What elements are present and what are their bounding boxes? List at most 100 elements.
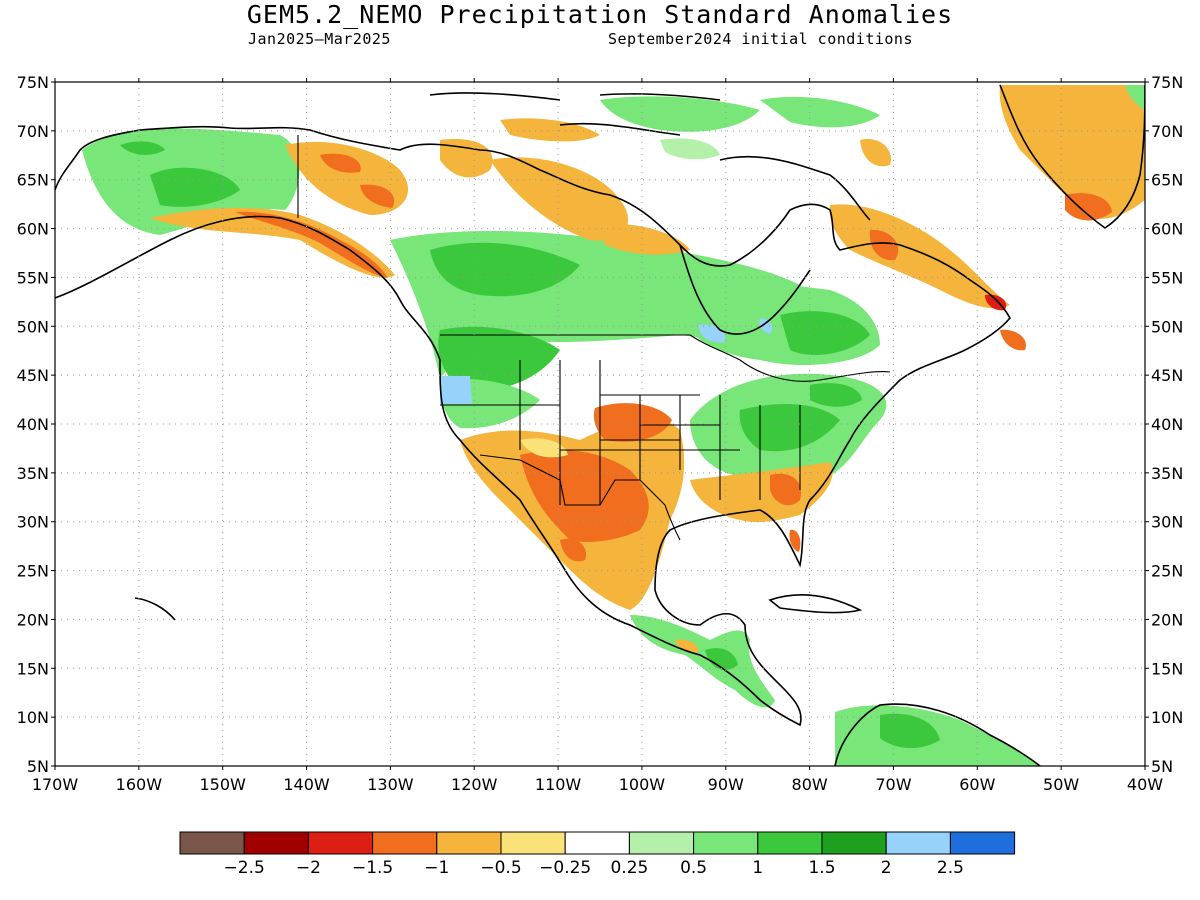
lon-label: 80W: [792, 775, 828, 794]
colorbar-swatch: [436, 831, 502, 855]
anomaly-patch: [1065, 193, 1112, 221]
cuba: [768, 594, 863, 614]
anomaly-patch: [880, 713, 940, 749]
lat-label-right: 45N: [1151, 366, 1183, 385]
anomaly-patch: [660, 138, 720, 160]
initial-conditions: September2024 initial conditions: [608, 30, 913, 48]
greenland-coastline: [999, 84, 1145, 229]
colorbar-swatch: [372, 831, 438, 855]
lat-label-left: 25N: [17, 562, 49, 581]
lon-label: 40W: [1127, 775, 1163, 794]
lat-label-right: 65N: [1151, 171, 1183, 190]
colorbar-label: −0.5: [480, 858, 521, 878]
lat-label-left: 55N: [17, 268, 49, 287]
north-america-coastline: [55, 125, 1011, 727]
lon-label: 130W: [367, 775, 414, 794]
anomaly-patch: [150, 207, 395, 278]
lat-label-right: 20N: [1151, 610, 1183, 629]
lat-label-right: 50N: [1151, 317, 1183, 336]
forecast-period: Jan2025–Mar2025: [248, 30, 391, 48]
anomaly-patch: [120, 141, 165, 155]
anomaly-patch: [490, 157, 629, 241]
colorbar-swatch: [628, 831, 695, 855]
lon-label: 60W: [959, 775, 995, 794]
baffin-island: [719, 155, 871, 221]
lat-label-right: 40N: [1151, 415, 1183, 434]
colorbar-label: −2: [296, 858, 321, 878]
anomaly-patch: [320, 153, 361, 173]
colorbar-label: −1: [424, 858, 449, 878]
latitude-labels: 75N 75N 70N 70N 65N 65N 60N 60N 55N 55N 50N 50N 45N 4…: [17, 73, 1184, 776]
lat-label-left: 70N: [17, 122, 49, 141]
axis-ticks: [51, 78, 1149, 770]
lat-label-left: 45N: [17, 366, 49, 385]
lon-label: 90W: [708, 775, 744, 794]
anomaly-patch: [600, 224, 690, 255]
longitude-labels: 170W 160W 150W 140W 130W 120W 110W 100W 90W 80W 70…: [32, 775, 1163, 794]
colorbar-label: 1.5: [808, 858, 835, 878]
lon-label: 120W: [451, 775, 498, 794]
anomaly-patch: [789, 529, 801, 552]
anomaly-patch: [1000, 329, 1026, 351]
lat-label-right: 70N: [1151, 122, 1183, 141]
anomaly-patch: [560, 538, 586, 562]
lat-label-left: 40N: [17, 415, 49, 434]
lon-label: 160W: [116, 775, 163, 794]
anomaly-patch: [520, 438, 568, 458]
lon-label: 50W: [1043, 775, 1079, 794]
lat-label-left: 60N: [17, 220, 49, 239]
lat-label-left: 10N: [17, 708, 49, 727]
lat-label-right: 60N: [1151, 220, 1183, 239]
colorbar-swatch: [500, 831, 566, 855]
colorbar-label: 2: [881, 858, 892, 878]
lat-label-right: 30N: [1151, 513, 1183, 532]
colorbar-label: −1.5: [352, 858, 393, 878]
arctic-islands: [429, 92, 721, 136]
colorbar-swatch: [949, 831, 1016, 855]
lat-label-right: 15N: [1151, 659, 1183, 678]
anomaly-patch: [430, 242, 580, 297]
anomaly-patch: [770, 473, 801, 506]
lat-label-right: 75N: [1151, 73, 1183, 92]
anomaly-patch: [500, 118, 600, 142]
anomaly-patch: [869, 229, 899, 261]
lat-label-right: 35N: [1151, 464, 1183, 483]
lat-label-left: 20N: [17, 610, 49, 629]
anomaly-patch: [705, 648, 738, 670]
lon-label: 100W: [619, 775, 666, 794]
colorbar-swatch: [693, 831, 759, 855]
hawaii: [134, 597, 176, 621]
colorbar-label: 0.5: [680, 858, 707, 878]
colorbar-label: −2.5: [224, 858, 265, 878]
map-title: GEM5.2_NEMO Precipitation Standard Anoma…: [246, 0, 954, 29]
south-america-coastline: [834, 703, 1041, 766]
lat-label-left: 35N: [17, 464, 49, 483]
anomaly-patch: [593, 403, 672, 442]
lon-label: 140W: [283, 775, 330, 794]
colorbar-swatch: [243, 831, 309, 855]
lon-label: 70W: [875, 775, 911, 794]
colorbar-swatch: [307, 831, 374, 855]
anomaly-patch: [235, 211, 388, 278]
lon-label: 170W: [32, 775, 79, 794]
anomaly-patch: [780, 311, 870, 355]
hudson-bay: [679, 244, 811, 335]
canada-us-border: [297, 135, 891, 382]
political-boundaries: [297, 135, 891, 541]
anomaly-patch: [600, 96, 760, 132]
anomaly-patch: [759, 318, 773, 334]
lat-label-left: 75N: [17, 73, 49, 92]
anomaly-patch: [739, 404, 840, 452]
anomaly-patch: [860, 139, 891, 167]
us-state-lines: [440, 360, 801, 505]
anomaly-patch: [520, 450, 649, 542]
anomaly-patch: [810, 383, 862, 407]
anomaly-field: [82, 85, 1145, 766]
lat-label-right: 55N: [1151, 268, 1183, 287]
anomaly-patch: [360, 184, 395, 208]
anomaly-patch: [690, 462, 833, 523]
colorbar-swatch: [564, 831, 630, 855]
colorbar-swatch: [821, 831, 887, 855]
colorbar-swatch: [885, 831, 951, 855]
